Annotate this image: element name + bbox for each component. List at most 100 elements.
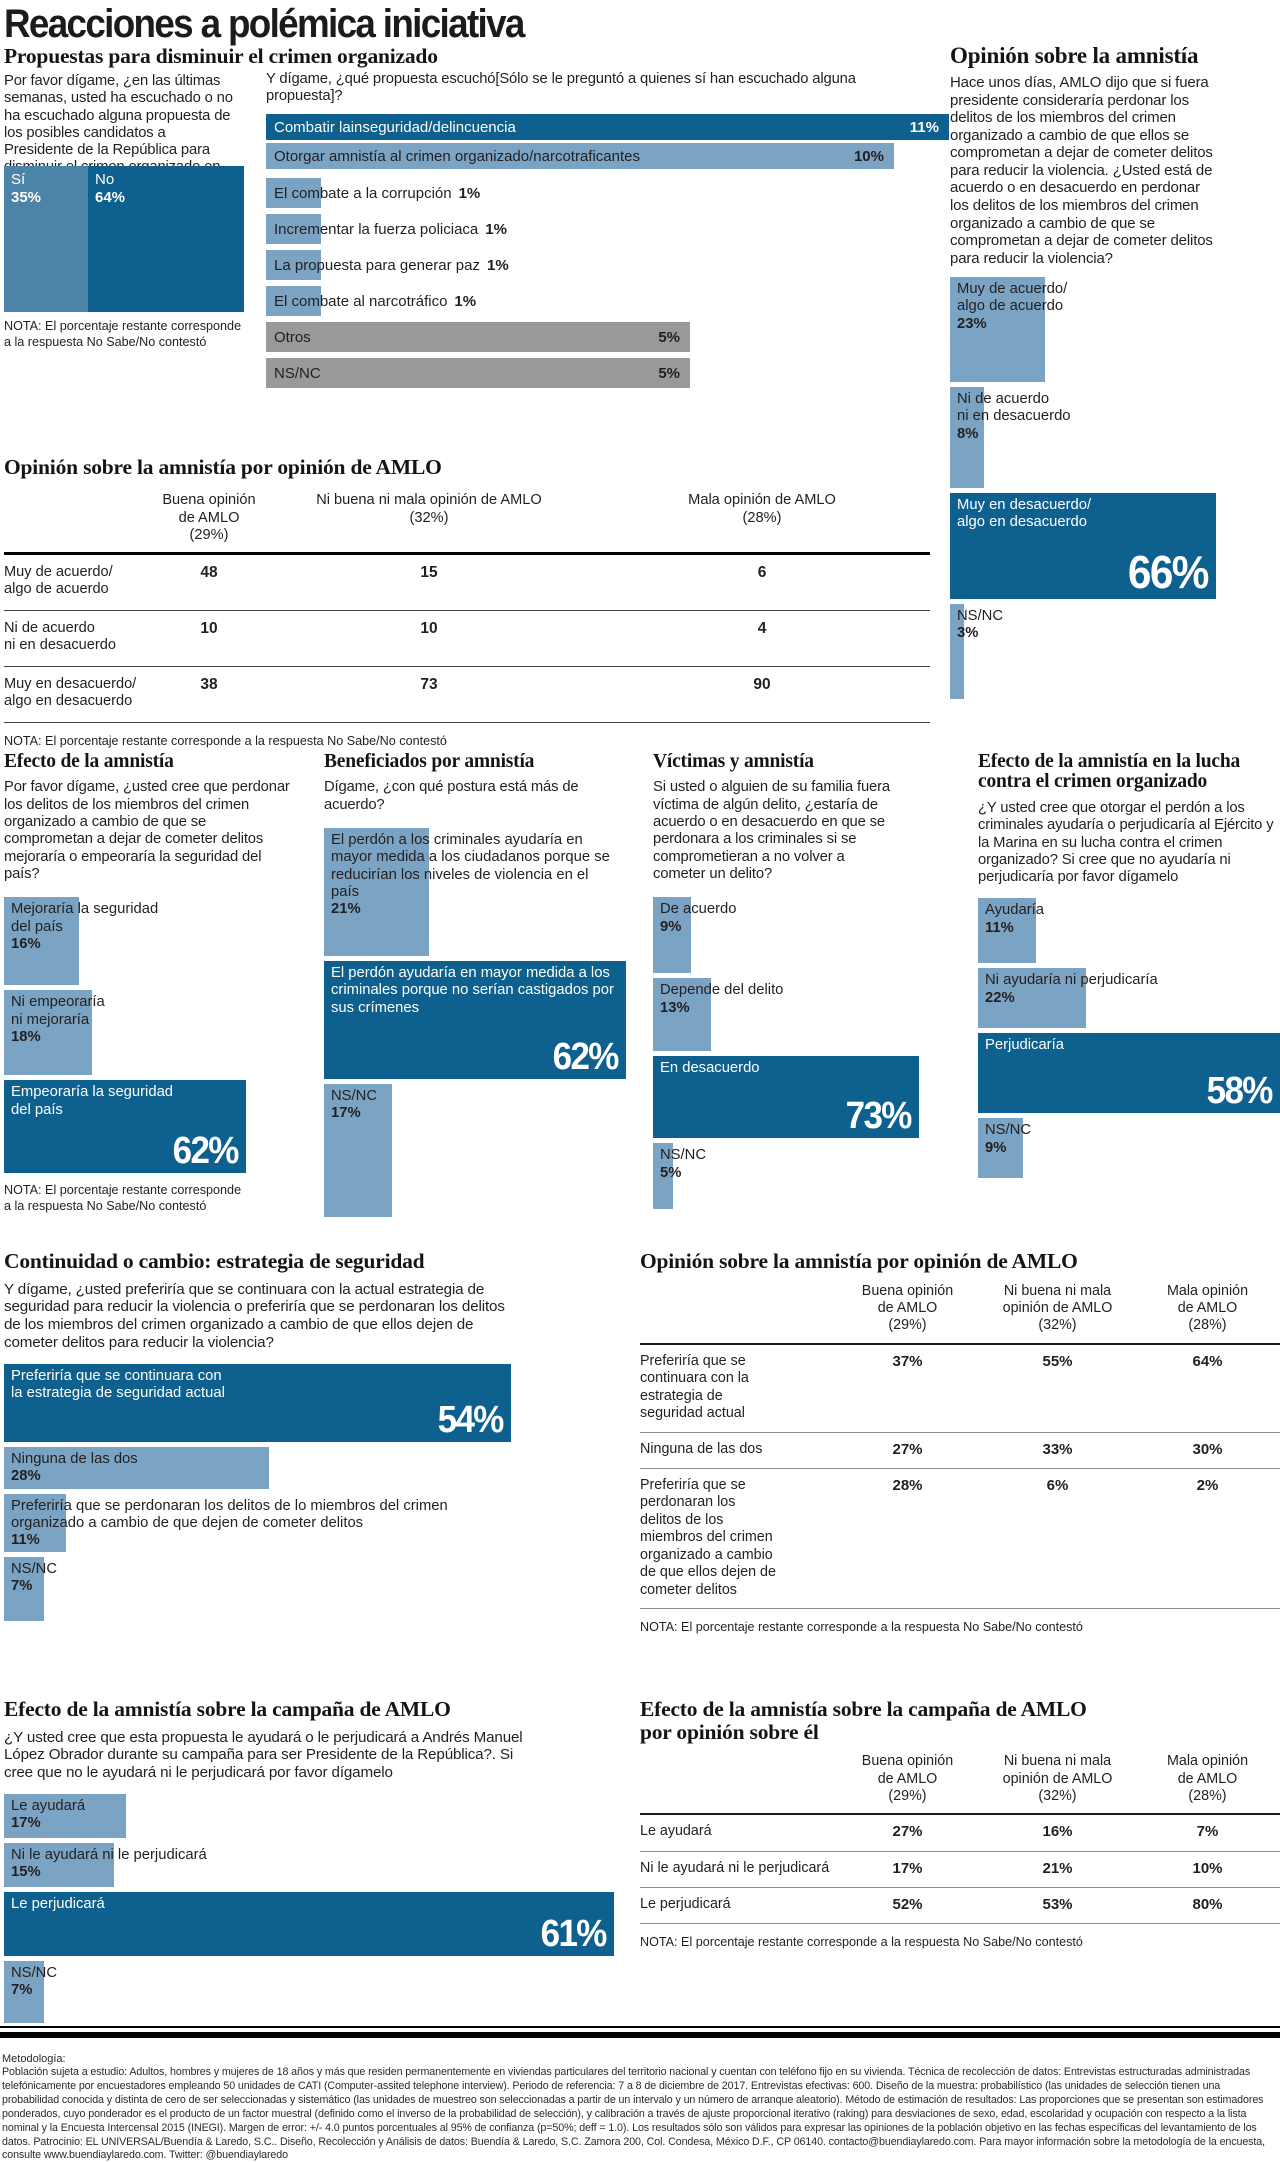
bar-row: Incrementar la fuerza policiaca 1% xyxy=(266,214,949,244)
cell-value: 48 xyxy=(200,563,218,581)
bar-value: 16% xyxy=(11,935,41,952)
cell-value: 15 xyxy=(420,563,438,581)
column-heading: Efecto de la amnistía xyxy=(4,751,174,772)
bar-value: 7% xyxy=(11,1982,33,1999)
bar-fill xyxy=(950,277,1045,383)
bar-row: 10% Otorgar amnistía al crimen organizad… xyxy=(266,143,949,169)
bar-fill xyxy=(4,990,92,1076)
section-heading-opinion: Opinión sobre la amnistía xyxy=(950,43,1199,68)
bar-fill xyxy=(4,1842,114,1887)
si-label: Sí xyxy=(11,171,26,188)
bar-nsnc: NS/NC 7% xyxy=(4,1556,511,1621)
bar-ninguna: Ninguna de las dos 28% xyxy=(4,1446,511,1489)
bar-fill: 5% xyxy=(266,322,690,352)
column-question: ¿Y usted cree que otorgar el perdón a lo… xyxy=(978,799,1274,886)
bar-fill xyxy=(978,1118,1023,1179)
note-table3: NOTA: El porcentaje restante corresponde… xyxy=(640,1935,1083,1950)
table-row: Ni le ayudará ni le perjudicará 17% 21% … xyxy=(640,1852,1280,1889)
bar-fill xyxy=(4,897,79,986)
bar-fill xyxy=(950,604,964,700)
column-lucha: Efecto de la amnistía en la lucha contra… xyxy=(978,751,1280,1179)
bar-label: Ninguna de las dos xyxy=(11,1450,138,1467)
no-label: No xyxy=(95,171,115,188)
bar-en-desacuerdo: En desacuerdo 73% xyxy=(653,1056,919,1139)
bar-value: 5% xyxy=(658,328,680,346)
bar-value: 1% xyxy=(458,184,481,202)
bar-label: Muy de acuerdo/ algo de acuerdo xyxy=(957,281,1068,315)
bar-label: Otros xyxy=(274,328,311,346)
section-tabla-campana: Efecto de la amnistía sobre la campaña d… xyxy=(640,1698,1280,1950)
bar-label: Le perjudicará xyxy=(11,1895,105,1912)
bar-de-acuerdo: De acuerdo 9% xyxy=(653,897,919,974)
question-continuidad: Y dígame, ¿usted preferiría que se conti… xyxy=(4,1280,505,1351)
bar-value: 7% xyxy=(11,1577,33,1594)
row-label: Le perjudicará xyxy=(640,1896,731,1913)
cell-value: 52% xyxy=(892,1896,923,1914)
column-efecto-amnistia: Efecto de la amnistía Por favor dígame, … xyxy=(4,751,292,1214)
table-header-row: Buena opinión de AMLO (29%) Ni buena ni … xyxy=(4,492,930,555)
note-table2: NOTA: El porcentaje restante corresponde… xyxy=(640,1619,1083,1634)
bar-value-large: 54% xyxy=(437,1398,505,1441)
cell-value: 37% xyxy=(892,1352,923,1370)
table-campana: Buena opinión de AMLO (29%) Ni buena ni … xyxy=(640,1753,1280,1950)
question-opinion: Hace unos días, AMLO dijo que si fuera p… xyxy=(950,74,1213,267)
row-label: Le ayudará xyxy=(640,1823,712,1840)
bar-fill xyxy=(978,1033,1280,1114)
bar-label: NS/NC xyxy=(11,1964,58,1981)
bar-row: El combate al narcotráfico 1% xyxy=(266,286,949,316)
bar-muy-de-acuerdo: Muy de acuerdo/ algo de acuerdo 23% xyxy=(950,277,1216,383)
bar-fill xyxy=(653,1056,919,1139)
bar-ni-ayudaria: Ni ayudaría ni perjudicaría 22% xyxy=(978,968,1280,1029)
col-header: Ni buena ni mala opinión de AMLO (32%) xyxy=(316,492,542,526)
cell-value: 6 xyxy=(757,563,767,581)
question-campana: ¿Y usted cree que esta propuesta le ayud… xyxy=(4,1728,523,1782)
propuestas-bar-chart: 11% Combatir lainseguridad/delincuencia … xyxy=(266,114,949,394)
bar-label: NS/NC xyxy=(11,1560,58,1577)
bar-value: 11% xyxy=(909,118,939,136)
col-header: Ni buena ni mala opinión de AMLO (32%) xyxy=(1002,1753,1113,1804)
bar-continuara-estrategia: Preferiría que se continuara con la estr… xyxy=(4,1363,511,1442)
bar-value-large: 62% xyxy=(172,1130,240,1173)
bar-label: De acuerdo xyxy=(660,901,737,918)
bar-label: Ayudaría xyxy=(985,902,1044,919)
bar-value-large: 61% xyxy=(540,1912,608,1955)
section-opinion-amnistia: Opinión sobre la amnistía Hace unos días… xyxy=(950,43,1216,700)
table-header-row: Buena opinión de AMLO (29%) Ni buena ni … xyxy=(640,1753,1280,1816)
bar-label: NS/NC xyxy=(957,608,1004,625)
bar-fill: 10% xyxy=(266,143,894,169)
bar-muy-en-desacuerdo: Muy en desacuerdo/ algo en desacuerdo 66… xyxy=(950,493,1216,600)
bar-value: 11% xyxy=(985,919,1014,936)
bar-fill xyxy=(266,286,321,316)
cell-value: 33% xyxy=(1042,1440,1073,1458)
bar-label: El combate al narcotráfico xyxy=(274,292,448,310)
cell-value: 10 xyxy=(420,619,438,637)
bar-label: Preferiría que se continuara con la estr… xyxy=(11,1367,225,1401)
table-opinion-amnistia: Buena opinión de AMLO (29%) Ni buena ni … xyxy=(4,492,930,749)
bar-label: Ni ayudaría ni perjudicaría xyxy=(985,972,1158,989)
bar-value: 13% xyxy=(660,999,690,1016)
cell-value: 6% xyxy=(1046,1476,1069,1494)
cell-value: 38 xyxy=(200,675,218,693)
bar-value: 21% xyxy=(331,901,361,918)
bar-label: Ni empeoraría ni mejoraría xyxy=(11,994,105,1028)
column-heading: Efecto de la amnistía en la lucha contra… xyxy=(978,751,1241,793)
bar-value: 10% xyxy=(853,147,884,165)
col-header: Ni buena ni mala opinión de AMLO (32%) xyxy=(1002,1282,1113,1334)
cell-value: 90 xyxy=(753,675,771,693)
bar-label: Perjudicaría xyxy=(985,1037,1064,1054)
section-heading-continuidad: Continuidad o cambio: estrategia de segu… xyxy=(4,1249,425,1273)
bar-nsnc: NS/NC 5% xyxy=(653,1143,919,1210)
row-label: Ninguna de las dos xyxy=(640,1440,763,1457)
si-no-split-chart: Sí 35% No 64% xyxy=(4,166,244,312)
bar-label: NS/NC xyxy=(660,1147,707,1164)
col-header: Mala opinión de AMLO (28%) xyxy=(1166,1282,1249,1334)
note-propuestas: NOTA: El porcentaje restante corresponde… xyxy=(4,319,242,350)
bar-fill xyxy=(4,1363,511,1442)
row-label: Preferiría que se continuara con la estr… xyxy=(640,1352,749,1422)
cell-value: 64% xyxy=(1192,1352,1223,1370)
bar-label: El perdón ayudaría en mayor medida a los… xyxy=(331,965,614,1016)
page-title: Reacciones a polémica iniciativa xyxy=(4,2,525,46)
footer-rule-thick xyxy=(0,2032,1280,2038)
table-row: Preferiría que se continuara con la estr… xyxy=(640,1345,1280,1433)
column-heading: Víctimas y amnistía xyxy=(653,751,814,772)
